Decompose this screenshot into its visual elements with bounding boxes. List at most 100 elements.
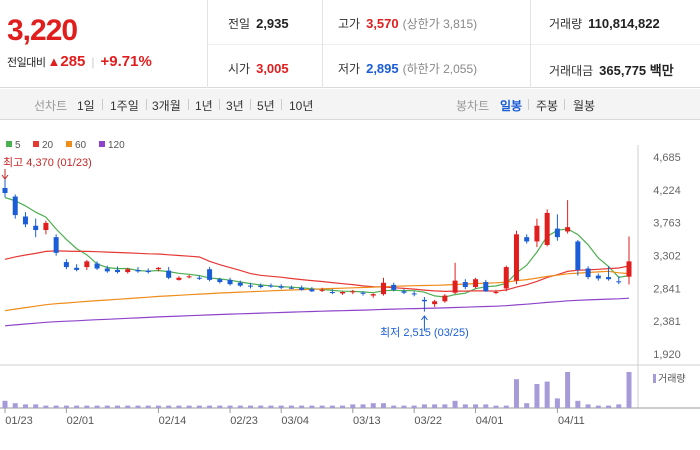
y-tick-label: 4,224 — [653, 185, 681, 197]
high-price: 고가 3,570 (상한가 3,815) — [338, 15, 477, 32]
period-separator — [146, 99, 147, 110]
period-separator — [564, 99, 565, 110]
y-tick-label: 2,381 — [653, 316, 681, 328]
candle-body — [207, 269, 213, 280]
candle-body — [462, 282, 468, 288]
period-separator — [102, 99, 103, 110]
volume-bar — [278, 405, 284, 408]
candle-body — [288, 287, 294, 289]
ma-legend: 5 20 60 120 — [6, 140, 125, 151]
period-1w[interactable]: 1주일 — [110, 99, 139, 113]
candle-body — [196, 277, 202, 279]
candle-body — [493, 292, 499, 294]
candle-body — [43, 222, 49, 231]
volume-bar — [421, 404, 427, 408]
high-annotation: 최고 4,370 (01/23) — [3, 156, 92, 169]
candle-body — [84, 261, 90, 268]
quote-header: 3,220 전일대비 ▲ 285 | +9.71% 전일 2,935 시가 3,00… — [0, 0, 700, 88]
candle-body — [166, 270, 172, 278]
line-chart-label: 선차트 — [34, 99, 68, 113]
change-percent: +9.71% — [100, 53, 152, 70]
volume-legend-label: 거래량 — [658, 373, 686, 385]
candle-body — [2, 187, 8, 193]
candle-body — [350, 291, 356, 293]
volume-bar — [575, 400, 581, 408]
candle-body — [606, 277, 612, 280]
candle-body — [513, 234, 519, 281]
period-1y[interactable]: 1년 — [195, 99, 213, 113]
prev-close-label: 전일 — [228, 17, 251, 31]
volume-bar — [33, 404, 39, 408]
volume-bar — [503, 405, 509, 408]
volume-bar — [380, 403, 386, 408]
volume-bar — [125, 405, 131, 408]
candle-daily[interactable]: 일봉 — [500, 99, 523, 113]
trade-amount: 거래대금 365,775 백만 — [549, 60, 674, 79]
candle-body — [626, 261, 632, 277]
candle-body — [401, 291, 407, 293]
volume-bar — [2, 400, 8, 408]
low-arrow-icon — [421, 315, 428, 331]
low-label: 저가 — [338, 62, 361, 76]
candle-weekly[interactable]: 주봉 — [536, 99, 559, 113]
period-1d[interactable]: 1일 — [77, 99, 95, 113]
volume-bar — [319, 405, 325, 408]
candle-body — [258, 285, 264, 288]
volume-bar — [115, 405, 121, 408]
change-row: 전일대비 ▲ 285 | +9.71% — [7, 53, 152, 70]
volume-bar — [12, 403, 18, 408]
volume-bar — [258, 405, 264, 408]
candle-body — [391, 284, 397, 290]
candle-body — [217, 279, 223, 283]
candle-body — [104, 268, 110, 272]
candle-body — [473, 279, 479, 288]
legend-swatch — [99, 141, 105, 147]
quote-divider — [208, 44, 700, 45]
volume-bar — [227, 405, 233, 408]
volume-bar — [565, 372, 571, 408]
candle-monthly[interactable]: 월봉 — [573, 99, 596, 113]
volume-bars: 거래량 — [2, 372, 686, 408]
volume-bar — [217, 405, 223, 408]
candle-body — [155, 267, 161, 270]
quote-col-divider — [322, 0, 323, 88]
volume-bar — [493, 405, 499, 408]
candle-body — [554, 228, 560, 238]
volume-bar — [166, 405, 172, 408]
volume-bar — [299, 405, 305, 408]
volume-bar — [43, 405, 49, 408]
candle-body — [227, 279, 233, 285]
volume-bar — [391, 405, 397, 408]
period-10y[interactable]: 10년 — [289, 99, 314, 113]
volume-bar — [452, 400, 458, 408]
volume-bar — [544, 381, 550, 408]
volume-bar — [626, 372, 632, 408]
candle-body — [237, 282, 243, 286]
candle-body — [544, 212, 550, 245]
candle-body — [370, 294, 376, 296]
volume-bar — [340, 405, 346, 408]
volume: 거래량 110,814,822 — [549, 15, 660, 32]
ma-line — [4, 270, 630, 312]
legend-label: 20 — [42, 140, 54, 151]
candle-body — [22, 216, 28, 225]
moving-average-lines — [4, 196, 630, 327]
volume-bar — [411, 405, 417, 408]
volume-bar — [22, 404, 28, 408]
volume-bar — [513, 379, 519, 408]
current-price: 3,220 — [7, 14, 78, 47]
volume-value: 110,814,822 — [588, 16, 660, 31]
volume-bar — [63, 405, 69, 408]
legend-swatch — [6, 141, 12, 147]
y-tick-label: 4,685 — [653, 152, 681, 164]
volume-bar — [473, 404, 479, 408]
candle-body — [483, 282, 489, 292]
high-value: 3,570 — [366, 16, 399, 31]
candle-body — [329, 292, 335, 294]
period-3m[interactable]: 3개월 — [152, 99, 181, 113]
period-3y[interactable]: 3년 — [226, 99, 244, 113]
volume-bar — [186, 405, 192, 408]
prev-close-value: 2,935 — [256, 16, 289, 31]
period-5y[interactable]: 5년 — [257, 99, 275, 113]
